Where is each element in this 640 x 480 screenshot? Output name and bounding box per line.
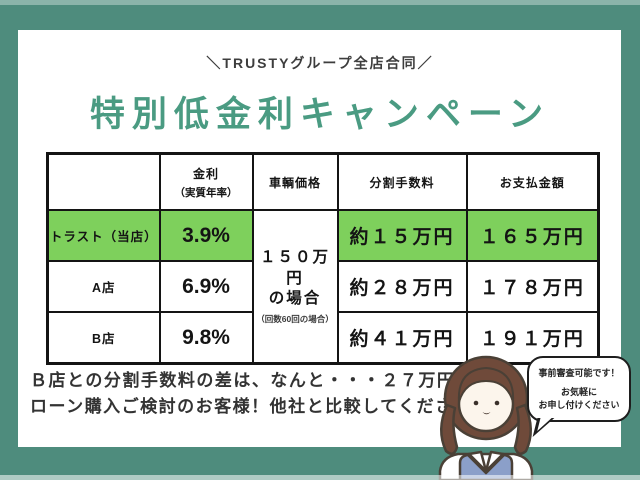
total-cell: １６５万円	[465, 209, 600, 262]
header-rate-cell: 金利 （実質年率）	[158, 152, 254, 211]
fee-cell: 約１５万円	[336, 209, 468, 262]
price-case-cell: １５０万円 の場合 （回数60回の場合）	[251, 209, 339, 365]
fee-cell: 約４１万円	[336, 311, 468, 365]
table-header-row: 金利 （実質年率） 車輌価格 分割手数料 お支払金額	[46, 152, 600, 211]
header-total-cell: お支払金額	[465, 152, 600, 211]
hair-lock-left	[440, 403, 459, 455]
collar-left	[467, 450, 488, 473]
header-store-cell	[46, 152, 161, 211]
loan-comparison-table: 金利 （実質年率） 車輌価格 分割手数料 お支払金額 トラスト（当店） 3.9%…	[46, 152, 600, 365]
bubble-line-2: お気軽に	[560, 387, 597, 398]
footer-message: Ｂ店との分割手数料の差は、なんと・・・２７万円！ ローン購入ご検討のお客様！他社…	[30, 368, 491, 420]
rate-cell: 3.9%	[158, 209, 254, 262]
price-case-suffix: の場合	[268, 290, 322, 308]
vest	[458, 453, 514, 480]
price-case-note: （回数60回の場合）	[256, 314, 334, 325]
footer-line-2: ローン購入ご検討のお客様！他社と比較してください！	[30, 397, 491, 416]
eye-right	[494, 400, 500, 406]
store-name-cell: トラスト（当店）	[46, 209, 161, 262]
bubble-line-3: お申し付けください	[538, 400, 620, 411]
price-case-amount: １５０万円	[259, 248, 330, 287]
total-cell: １７８万円	[465, 260, 600, 313]
staff-woman-illustration	[438, 355, 534, 480]
rate-cell: 6.9%	[158, 260, 254, 313]
fee-cell: 約２８万円	[336, 260, 468, 313]
hair-bangs	[457, 367, 515, 403]
campaign-tagline: ＼TRUSTYグループ全店合同／	[206, 55, 434, 71]
bottom-edge-highlight	[0, 475, 640, 480]
campaign-title: 特別低金利キャンペーン	[89, 95, 551, 134]
store-name-cell: B店	[46, 311, 161, 365]
eye-left	[473, 400, 479, 406]
header-price-cell: 車輌価格	[251, 152, 339, 211]
store-name-cell: A店	[46, 260, 161, 313]
speech-bubble: 事前審査可能です！ お気軽に お申し付けください	[527, 356, 631, 423]
header-rate-sublabel: （実質年率）	[174, 186, 238, 199]
collar-right	[484, 450, 505, 473]
bubble-line-1: 事前審査可能です！	[538, 368, 620, 378]
footer-line-1: Ｂ店との分割手数料の差は、なんと・・・２７万円！	[30, 371, 474, 390]
hair-lock-right	[513, 403, 532, 455]
table-row-shop-b: B店 9.8% 約４１万円 １９１万円	[46, 311, 600, 365]
header-rate-label: 金利	[192, 166, 219, 181]
top-edge-highlight	[0, 0, 640, 5]
rate-cell: 9.8%	[158, 311, 254, 365]
header-fee-cell: 分割手数料	[336, 152, 468, 211]
mouth	[482, 412, 491, 415]
table-row-trust: トラスト（当店） 3.9% １５０万円 の場合 （回数60回の場合） 約１５万円…	[46, 209, 600, 365]
table-row-shop-a: A店 6.9% 約２８万円 １７８万円	[46, 260, 600, 313]
